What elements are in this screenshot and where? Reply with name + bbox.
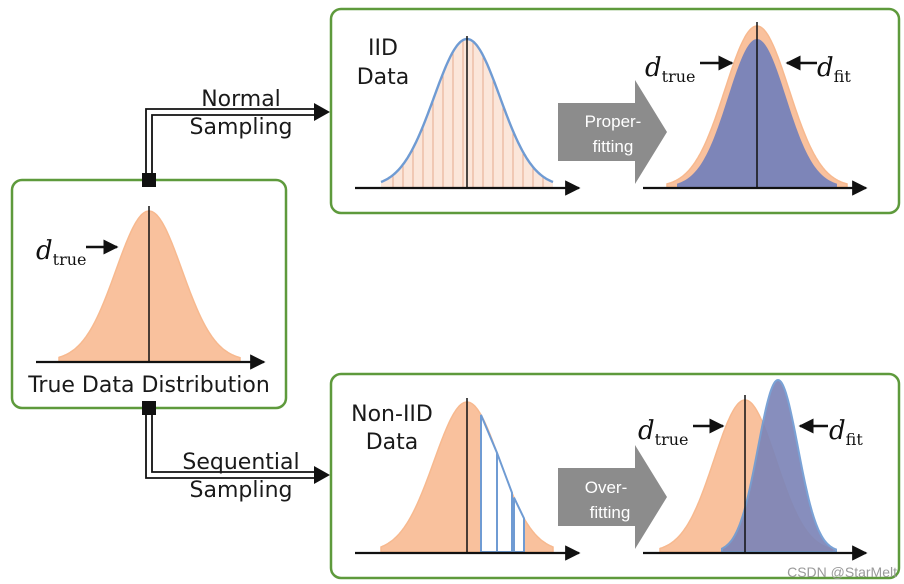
normal-connector-node [142, 173, 156, 187]
sequential-sampling-arrowhead [314, 466, 330, 484]
source-title: True Data Distribution [27, 373, 270, 398]
watermark: CSDN @StarMelt [787, 564, 897, 580]
over-fitting-label-line2: fitting [590, 503, 631, 522]
sequential-sampling-connector [145, 415, 316, 479]
sequential-connector-node [142, 401, 156, 415]
normal-sampling-label-line1: Normal [201, 87, 281, 112]
proper-fitting-arrow [558, 80, 667, 184]
over-d-true-label: dtrue [638, 416, 689, 449]
proper-fitting-label-line2: fitting [593, 137, 634, 156]
normal-sampling-arrowhead [314, 103, 330, 121]
noniid-data-label-line2: Data [366, 430, 419, 455]
noniid-data-label-line1: Non-IID [351, 402, 433, 427]
normal-sampling-label-line2: Sampling [190, 115, 293, 140]
proper-d-fit-label: dfit [817, 53, 851, 86]
source-d-true-label: dtrue [36, 236, 87, 269]
over-fitting-arrow [558, 445, 667, 549]
iid-histogram-bars [392, 40, 544, 187]
proper-fitting-label-line1: Proper- [585, 112, 642, 131]
normal-sampling-connector [145, 108, 316, 173]
iid-data-label-line1: IID [368, 36, 398, 61]
sequential-sampling-label-line1: Sequential [182, 450, 299, 475]
over-d-fit-label: dfit [829, 416, 863, 449]
iid-data-label-line2: Data [357, 65, 410, 90]
over-fitting-label-line1: Over- [585, 478, 628, 497]
over-fitted-distribution [721, 378, 837, 553]
sequential-sampling-label-line2: Sampling [190, 478, 293, 503]
proper-d-true-label: dtrue [645, 53, 696, 86]
